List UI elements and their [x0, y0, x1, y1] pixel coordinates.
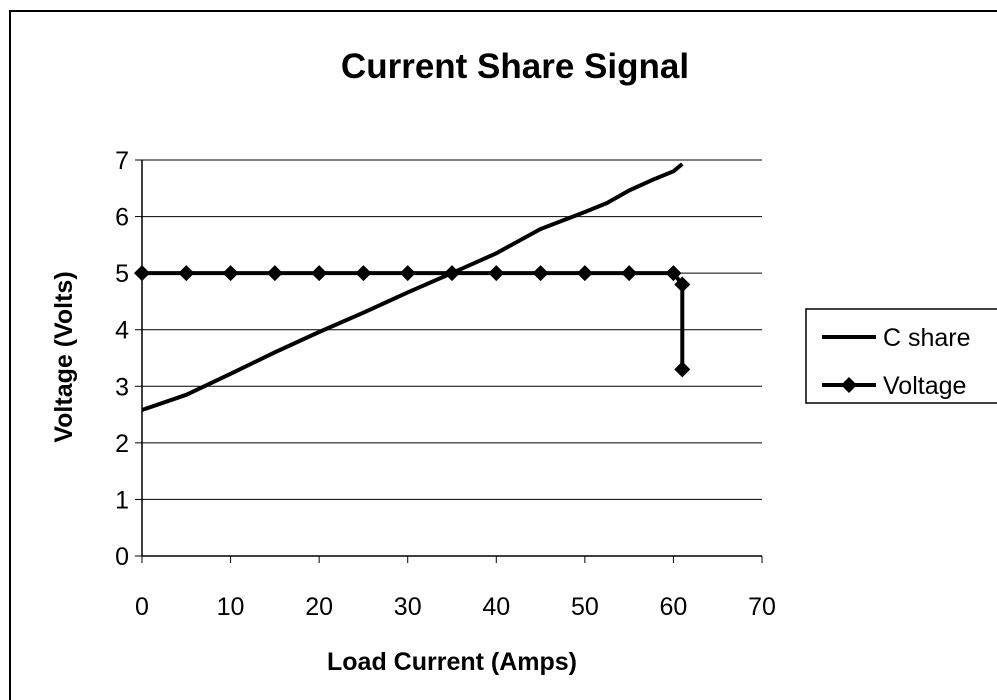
data-point-voltage	[444, 265, 460, 282]
data-point-voltage	[665, 265, 682, 282]
x-tick-label: 70	[748, 593, 776, 621]
y-tick-label: 4	[115, 317, 129, 345]
x-tick-label: 50	[571, 593, 599, 621]
chart-title: Current Share Signal	[341, 47, 689, 86]
y-tick-label: 3	[115, 373, 129, 401]
x-tick-label: 40	[482, 593, 510, 621]
data-point-voltage	[674, 276, 691, 293]
x-tick-label: 0	[135, 593, 149, 621]
data-point-voltage	[488, 265, 505, 282]
data-point-voltage	[311, 265, 328, 282]
data-point-voltage	[266, 265, 283, 282]
legend-label-voltage: Voltage	[883, 372, 966, 400]
data-point-voltage	[674, 361, 691, 378]
y-axis-label: Voltage (Volts)	[50, 271, 78, 442]
data-point-voltage	[222, 265, 239, 282]
x-tick-label: 60	[660, 593, 688, 621]
data-point-voltage	[576, 265, 593, 282]
y-tick-label: 0	[115, 543, 129, 571]
legend-label-c-share: C share	[883, 324, 971, 352]
x-tick-label: 10	[217, 593, 245, 621]
legend-marker-voltage	[841, 377, 857, 393]
x-tick-label: 20	[305, 593, 333, 621]
y-tick-label: 6	[115, 204, 129, 232]
y-tick-label: 2	[115, 430, 129, 458]
x-axis-label: Load Current (Amps)	[327, 648, 577, 676]
y-tick-label: 1	[115, 486, 129, 514]
data-point-voltage	[399, 265, 416, 282]
y-tick-label: 5	[115, 260, 129, 288]
plot-series	[134, 162, 691, 412]
data-point-voltage	[355, 265, 372, 282]
data-point-voltage	[134, 265, 150, 282]
data-point-voltage	[621, 265, 638, 282]
y-tick-label: 7	[115, 147, 129, 175]
legend-box	[805, 308, 997, 404]
legend: C share Voltage	[805, 308, 997, 404]
x-tick-label: 30	[394, 593, 422, 621]
data-point-voltage	[532, 265, 549, 282]
data-point-voltage	[178, 265, 195, 282]
series-line-c-share	[141, 162, 684, 412]
